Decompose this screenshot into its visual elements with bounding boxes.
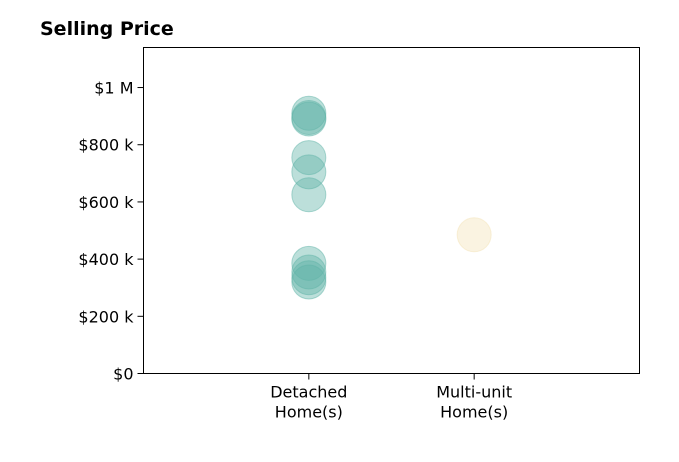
y-tick-label: $200 k xyxy=(78,307,134,326)
data-point xyxy=(291,177,327,213)
y-axis: $0 $200 k $400 k $600 k $800 k $1 M xyxy=(78,79,144,384)
data-point xyxy=(291,101,327,137)
chart-title: Selling Price xyxy=(40,18,174,40)
y-tick-label: $0 xyxy=(113,365,133,384)
data-point xyxy=(291,260,327,296)
x-tick-label: Detached xyxy=(270,383,347,402)
data-points xyxy=(291,95,492,300)
plot-area xyxy=(143,47,640,374)
data-point xyxy=(291,264,327,300)
y-tick-label: $1 M xyxy=(94,79,133,98)
y-tick-label: $600 k xyxy=(78,193,134,212)
x-tick-label: Multi-unit xyxy=(436,383,512,402)
x-tick-label: Home(s) xyxy=(275,403,343,422)
data-point xyxy=(456,217,492,253)
data-point xyxy=(291,140,327,176)
x-tick-label: Home(s) xyxy=(440,403,508,422)
y-tick-label: $400 k xyxy=(78,250,134,269)
data-point xyxy=(291,245,327,281)
y-tick-label: $800 k xyxy=(78,136,134,155)
